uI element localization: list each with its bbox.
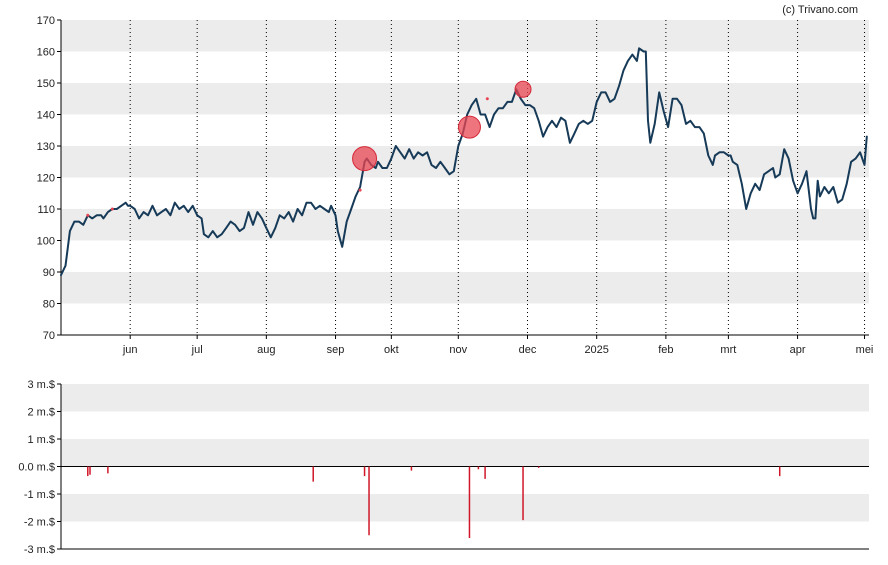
price-band bbox=[61, 146, 869, 178]
price-y-tick-label: 80 bbox=[43, 299, 55, 311]
volume-y-tick-label: -2 m.$ bbox=[24, 517, 55, 529]
price-y-tick-label: 90 bbox=[43, 267, 55, 279]
price-x-tick-label: mei bbox=[856, 344, 874, 356]
price-marker bbox=[358, 188, 362, 192]
price-grid-bands bbox=[61, 20, 869, 304]
price-y-tick-label: 100 bbox=[37, 236, 55, 248]
credit-label: (c) Trivano.com bbox=[782, 4, 858, 16]
price-x-tick-labels: jun jul aug sep okt nov dec 2025 feb mrt apr mei bbox=[122, 335, 874, 356]
price-y-tick-label: 140 bbox=[37, 110, 55, 122]
price-x-tick-label: okt bbox=[384, 344, 399, 356]
volume-y-tick-label: 1 m.$ bbox=[27, 434, 55, 446]
price-x-tick-label: 2025 bbox=[584, 344, 608, 356]
price-y-tick-label: 150 bbox=[37, 78, 55, 90]
price-band bbox=[61, 209, 869, 241]
price-y-tick-label: 70 bbox=[43, 330, 55, 342]
price-band bbox=[61, 20, 869, 52]
volume-band bbox=[61, 384, 869, 412]
price-x-tick-label: sep bbox=[327, 344, 345, 356]
price-marker bbox=[514, 80, 532, 98]
price-x-tick-label: nov bbox=[449, 344, 467, 356]
price-line bbox=[60, 47, 868, 277]
volume-y-tick-label: 0.0 m.$ bbox=[18, 462, 55, 474]
price-marker bbox=[485, 97, 489, 101]
price-x-tick-label: apr bbox=[790, 344, 806, 356]
price-marker bbox=[352, 146, 378, 172]
price-x-tick-label: mrt bbox=[720, 344, 736, 356]
price-x-tick-label: dec bbox=[519, 344, 537, 356]
price-marker bbox=[457, 115, 481, 139]
price-y-tick-label: 110 bbox=[37, 204, 55, 216]
price-markers bbox=[86, 80, 532, 217]
price-band bbox=[61, 83, 869, 115]
volume-y-tick-label: 3 m.$ bbox=[27, 379, 55, 391]
price-y-tick-label: 120 bbox=[37, 173, 55, 185]
volume-y-tick-labels: 3 m.$ 2 m.$ 1 m.$ 0.0 m.$ -1 m.$ -2 m.$ -3 m.$ bbox=[18, 379, 61, 556]
price-series bbox=[60, 47, 868, 277]
volume-y-tick-label: -3 m.$ bbox=[24, 544, 55, 556]
volume-grid-bands bbox=[61, 384, 869, 522]
volume-y-tick-label: 2 m.$ bbox=[27, 407, 55, 419]
price-x-tick-label: feb bbox=[658, 344, 673, 356]
price-y-tick-labels: 170 160 150 140 130 120 110 100 90 80 70 bbox=[37, 15, 61, 342]
volume-band bbox=[61, 439, 869, 467]
price-month-gridlines bbox=[129, 20, 866, 335]
price-band bbox=[61, 272, 869, 304]
volume-band bbox=[61, 494, 869, 522]
price-x-tick-label: jun bbox=[122, 344, 138, 356]
price-y-tick-label: 170 bbox=[37, 15, 55, 27]
volume-bars bbox=[87, 466, 781, 538]
price-marker bbox=[86, 213, 90, 217]
price-x-tick-label: jul bbox=[191, 344, 203, 356]
price-y-tick-label: 160 bbox=[37, 47, 55, 59]
price-y-tick-label: 130 bbox=[37, 141, 55, 153]
price-marker bbox=[110, 207, 114, 211]
price-x-tick-label: aug bbox=[257, 344, 275, 356]
volume-y-tick-label: -1 m.$ bbox=[24, 489, 55, 501]
